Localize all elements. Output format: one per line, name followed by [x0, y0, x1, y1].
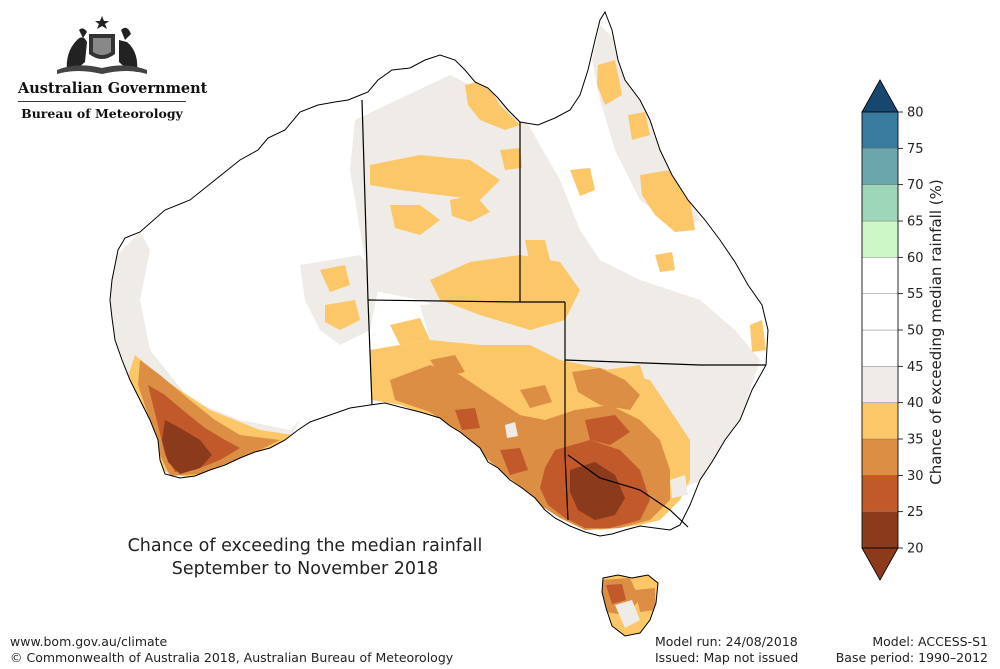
map-title-line1: Chance of exceeding the median rainfall: [127, 536, 483, 556]
colorbar-band: [861, 257, 899, 294]
footer-model-run: Model run: 24/08/2018 Issued: Map not is…: [655, 634, 798, 666]
colorbar-tick-label: 40: [907, 396, 924, 411]
colorbar-tick-label: 80: [907, 106, 924, 121]
qld-nsw-border: [564, 359, 766, 366]
colorbar-band: [861, 475, 899, 512]
tasmania-map: [601, 574, 659, 637]
colorbar: 20 25 30 35 40 45 50 55 60 65 70 75 80: [861, 79, 924, 581]
colorbar-tick-label: 65: [907, 215, 924, 230]
colorbar-tick-label: 50: [907, 324, 924, 339]
colorbar-band: [861, 511, 899, 549]
base-period-text: Base period: 1990–2012: [835, 650, 988, 665]
mainland-rainfall-map: [109, 11, 769, 537]
government-name: Australian Government: [18, 80, 207, 102]
colorbar-band: [861, 148, 899, 185]
colorbar-tick-label: 55: [907, 287, 924, 302]
issued-text: Issued: Map not issued: [655, 650, 799, 665]
footer-copyright: © Commonwealth of Australia 2018, Austra…: [10, 650, 454, 665]
colorbar-tick-label: 75: [907, 142, 924, 157]
colorbar-title-text: Chance of exceeding median rainfall (%): [927, 179, 945, 485]
colorbar-tick-label: 35: [907, 433, 924, 448]
footer-model-info: Model: ACCESS-S1 Base period: 1990–2012: [836, 634, 988, 666]
footer-url[interactable]: www.bom.gov.au/climate: [10, 634, 168, 649]
government-logo: Australian Government Bureau of Meteorol…: [18, 12, 207, 121]
colorbar-band: [861, 366, 899, 403]
colorbar-tick-label: 20: [907, 542, 924, 557]
agency-name: Bureau of Meteorology: [21, 106, 183, 121]
footer-left: www.bom.gov.au/climate © Commonwealth of…: [10, 634, 453, 666]
nsw-vic-border: [567, 454, 689, 528]
state-borders: [361, 99, 766, 528]
colorbar-tick-label: 45: [907, 360, 924, 375]
colorbar-band: [861, 438, 899, 476]
colorbar-tick-label: 70: [907, 178, 924, 193]
rainfall-probability-shading: [110, 25, 766, 530]
colorbar-band: [861, 111, 899, 149]
colorbar-band: [861, 293, 899, 331]
colorbar-band: [861, 402, 899, 440]
colorbar-band: [861, 184, 899, 222]
map-title: Chance of exceeding the median rainfall …: [70, 535, 540, 581]
colorbar-tick-label: 60: [907, 251, 924, 266]
colorbar-title: Chance of exceeding median rainfall (%): [923, 157, 949, 507]
colorbar-band: [861, 220, 899, 258]
model-run-text: Model run: 24/08/2018: [655, 634, 798, 649]
coat-of-arms-icon: [57, 16, 147, 74]
model-name-text: Model: ACCESS-S1: [872, 634, 988, 649]
sa-qld-nsw-border: [564, 302, 569, 521]
colorbar-tick-label: 25: [907, 505, 924, 520]
colorbar-band: [861, 329, 899, 367]
map-title-line2: September to November 2018: [171, 559, 439, 579]
colorbar-tick-label: 30: [907, 469, 924, 484]
colorbar-bottom-arrow: [861, 547, 899, 581]
colorbar-top-arrow: [861, 79, 899, 113]
